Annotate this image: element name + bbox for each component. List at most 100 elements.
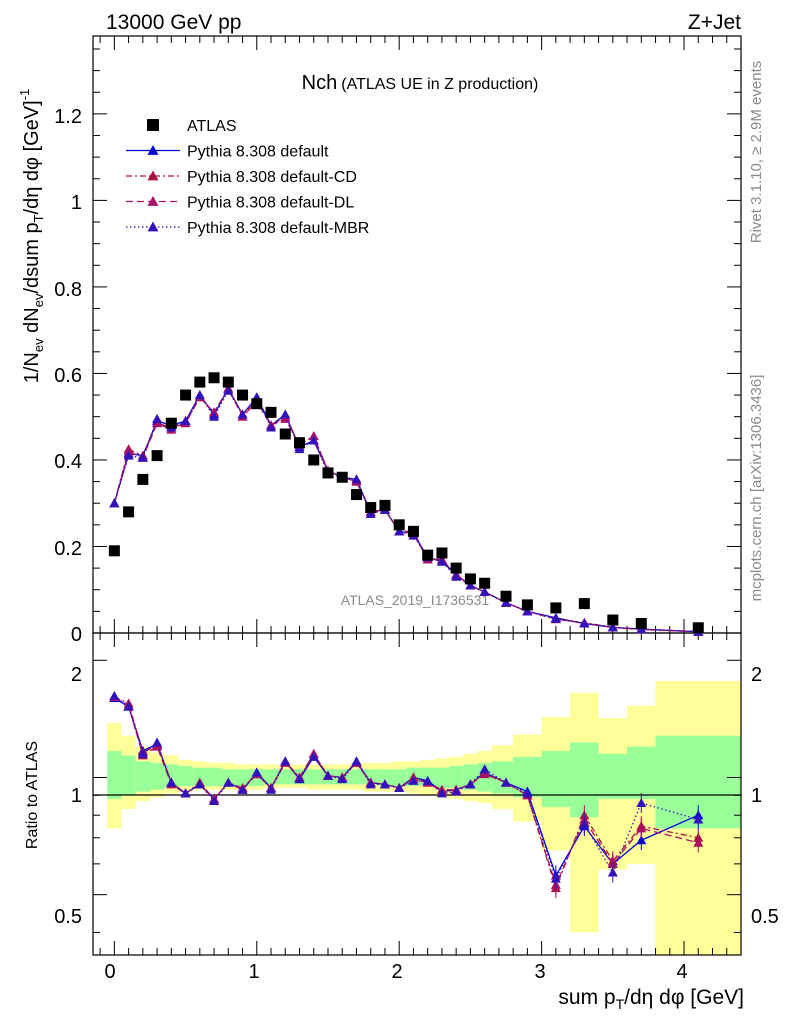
atlas-data-point [407,525,419,537]
legend-marker-triangle [147,170,159,181]
green-band-bin [434,767,450,788]
ratio-marker [501,777,512,787]
atlas-data-point [322,467,334,479]
mcplots-label: mcplots.cern.ch [arXiv:1306.3436] [748,375,765,602]
series-marker [351,474,362,484]
ratio-marker [607,867,618,877]
legend-entry: ATLAS [147,118,237,135]
plot-title-sub: (ATLAS UE in Z production) [341,76,538,93]
ratio-marker [365,779,376,789]
ratio-marker [137,748,148,758]
rivet-label: Rivet 3.1.10, ≥ 2.9M events [748,61,765,244]
ratio-marker [479,764,490,774]
green-band-bin [392,769,407,787]
main-ytick-label: 0 [71,624,82,646]
ratio-marker [579,818,590,828]
ratio-marker [693,837,704,847]
series-marker [579,618,590,628]
green-band-bin [235,769,250,787]
atlas-data-point [208,372,220,384]
ratio-panel-frame [92,632,742,956]
atlas-data-point [436,547,448,559]
ratio-y-axis-label: Ratio to ATLAS [24,741,41,849]
series-marker [451,571,462,581]
ratio-marker [408,775,419,785]
atlas-data-point [265,406,277,418]
ratio-marker [636,823,647,833]
plot-frames [92,35,742,956]
y-tick-labels: 0 0.2 0.4 0.6 0.8 1 1.2 0.5 1 2 0.5 1 2 [54,106,779,928]
green-band-bin [121,755,136,796]
atlas-data-point [336,471,348,483]
ratio-marker [266,784,277,794]
legend-label: Pythia 8.308 default-MBR [187,220,369,237]
ratio-marker [636,835,647,845]
series-marker [479,586,490,596]
series-marker [308,435,319,445]
ratio-marker [522,788,533,798]
series-marker [180,416,191,426]
green-band-bin [349,769,364,785]
ratio-marker [550,873,561,883]
series-marker [194,390,205,400]
atlas-data-point [222,376,234,388]
main-ytick-label: 1.2 [54,106,82,128]
header-left: 13000 GeV pp [106,11,241,34]
series-marker [223,385,234,395]
green-band-bin [363,769,378,785]
ratio-marker [152,737,163,747]
ratio-marker [209,796,220,806]
ratio-marker [223,777,234,787]
ratio-marker [294,774,305,784]
x-tick-labels: 0 1 2 3 4 [104,961,687,983]
atlas-data-point [450,562,462,574]
ratio-marker [109,690,120,700]
green-band-bin [164,764,179,788]
ratio-line [114,696,699,887]
series-marker [550,613,561,623]
atlas-data-point [137,473,149,485]
green-band-bin [449,766,464,788]
ratio-marker [451,786,462,796]
series-marker [465,580,476,590]
atlas-data-point [165,417,177,429]
ratio-marker [251,767,262,777]
series-marker [266,422,277,432]
series-marker [152,413,163,423]
ratio-ytick-label-right: 0.5 [751,906,779,928]
series-marker [209,411,220,421]
atlas-data-point [692,622,704,634]
legend-marker-square [147,119,159,131]
legend-label: Pythia 8.308 default [187,144,329,161]
series-marker [294,444,305,454]
green-band-bin [178,766,193,787]
ratio-marker [166,777,177,787]
legend-label: Pythia 8.308 default-DL [187,195,354,212]
ratio-series [109,690,704,899]
main-y-axis-label: 1/Nev dNev/dsum pT/dη dφ [GeV]-1 [17,89,46,384]
series-marker [237,409,248,419]
green-band-bin [627,746,656,800]
series-marker [109,498,120,508]
main-ytick-label: 0.4 [54,451,82,473]
green-band-bin [149,762,165,790]
series-marker [280,409,291,419]
atlas-data-point [308,454,320,466]
atlas-data-point [279,428,291,440]
main-ytick-label: 0.2 [54,538,82,560]
legend-entry: Pythia 8.308 default [126,144,329,161]
ratio-marker [422,775,433,785]
series-marker [607,622,618,632]
series-marker [365,509,376,519]
green-band-bin [570,742,599,818]
ratio-ytick-label: 2 [71,664,82,686]
legend-label: ATLAS [187,118,237,135]
legend-entry: Pythia 8.308 default-DL [126,195,354,212]
ratio-ytick-label: 0.5 [54,906,82,928]
green-band-bin [278,769,293,785]
green-band-bin [377,769,393,787]
ratio-marker [322,770,333,780]
x-axis-label: sum pT/dη dφ [GeV] [558,986,744,1012]
xtick-label: 1 [248,961,259,983]
series-marker [123,450,134,460]
